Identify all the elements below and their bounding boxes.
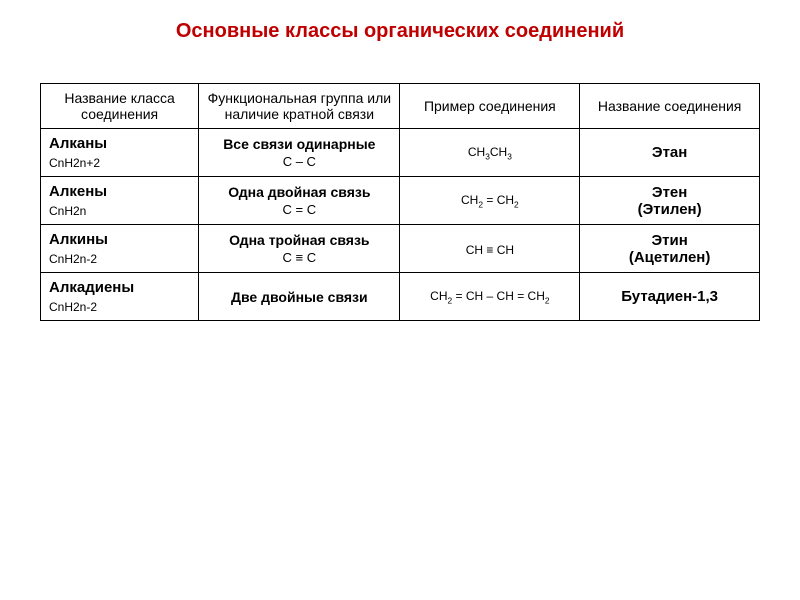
example-formula: CH2 = CH – CH = CH2 bbox=[430, 289, 549, 303]
general-formula: CnH2n+2 bbox=[49, 156, 190, 170]
table-row: Алкены CnH2n Одна двойная связь C = C CH… bbox=[41, 177, 760, 225]
class-name: Алканы bbox=[49, 135, 190, 152]
example-formula: CH ≡ CH bbox=[466, 243, 514, 257]
compound-name: Этин bbox=[588, 232, 751, 249]
general-formula: CnH2n-2 bbox=[49, 252, 190, 266]
table-body: Алканы CnH2n+2 Все связи одинарные C – C… bbox=[41, 129, 760, 321]
page-title: Основные классы органических соединений bbox=[40, 20, 760, 43]
bond-structure: C – C bbox=[207, 154, 391, 169]
bond-structure: C ≡ C bbox=[207, 250, 391, 265]
general-formula: CnH2n-2 bbox=[49, 300, 190, 314]
compound-name: Бутадиен-1,3 bbox=[588, 288, 751, 305]
table-row: Алканы CnH2n+2 Все связи одинарные C – C… bbox=[41, 129, 760, 177]
class-name: Алкины bbox=[49, 231, 190, 248]
bond-structure: C = C bbox=[207, 202, 391, 217]
class-name: Алкадиены bbox=[49, 279, 190, 296]
example-formula: CH3CH3 bbox=[468, 145, 512, 159]
compound-alt-name: (Этилен) bbox=[588, 201, 751, 218]
table-row: Алкадиены CnH2n-2 Две двойные связи CH2 … bbox=[41, 273, 760, 321]
header-bond: Функциональная группа или наличие кратно… bbox=[199, 84, 400, 129]
header-class: Название класса соединения bbox=[41, 84, 199, 129]
example-formula: CH2 = CH2 bbox=[461, 193, 519, 207]
bond-description: Одна тройная связь bbox=[207, 232, 391, 248]
compound-name: Этен bbox=[588, 184, 751, 201]
general-formula: CnH2n bbox=[49, 204, 190, 218]
header-compound: Название соединения bbox=[580, 84, 760, 129]
bond-description: Две двойные связи bbox=[207, 289, 391, 305]
compound-name: Этан bbox=[588, 144, 751, 161]
bond-description: Одна двойная связь bbox=[207, 184, 391, 200]
compound-alt-name: (Ацетилен) bbox=[588, 249, 751, 266]
table-header-row: Название класса соединения Функциональна… bbox=[41, 84, 760, 129]
class-name: Алкены bbox=[49, 183, 190, 200]
compounds-table: Название класса соединения Функциональна… bbox=[40, 83, 760, 321]
table-row: Алкины CnH2n-2 Одна тройная связь C ≡ C … bbox=[41, 225, 760, 273]
bond-description: Все связи одинарные bbox=[207, 136, 391, 152]
header-example: Пример соединения bbox=[400, 84, 580, 129]
